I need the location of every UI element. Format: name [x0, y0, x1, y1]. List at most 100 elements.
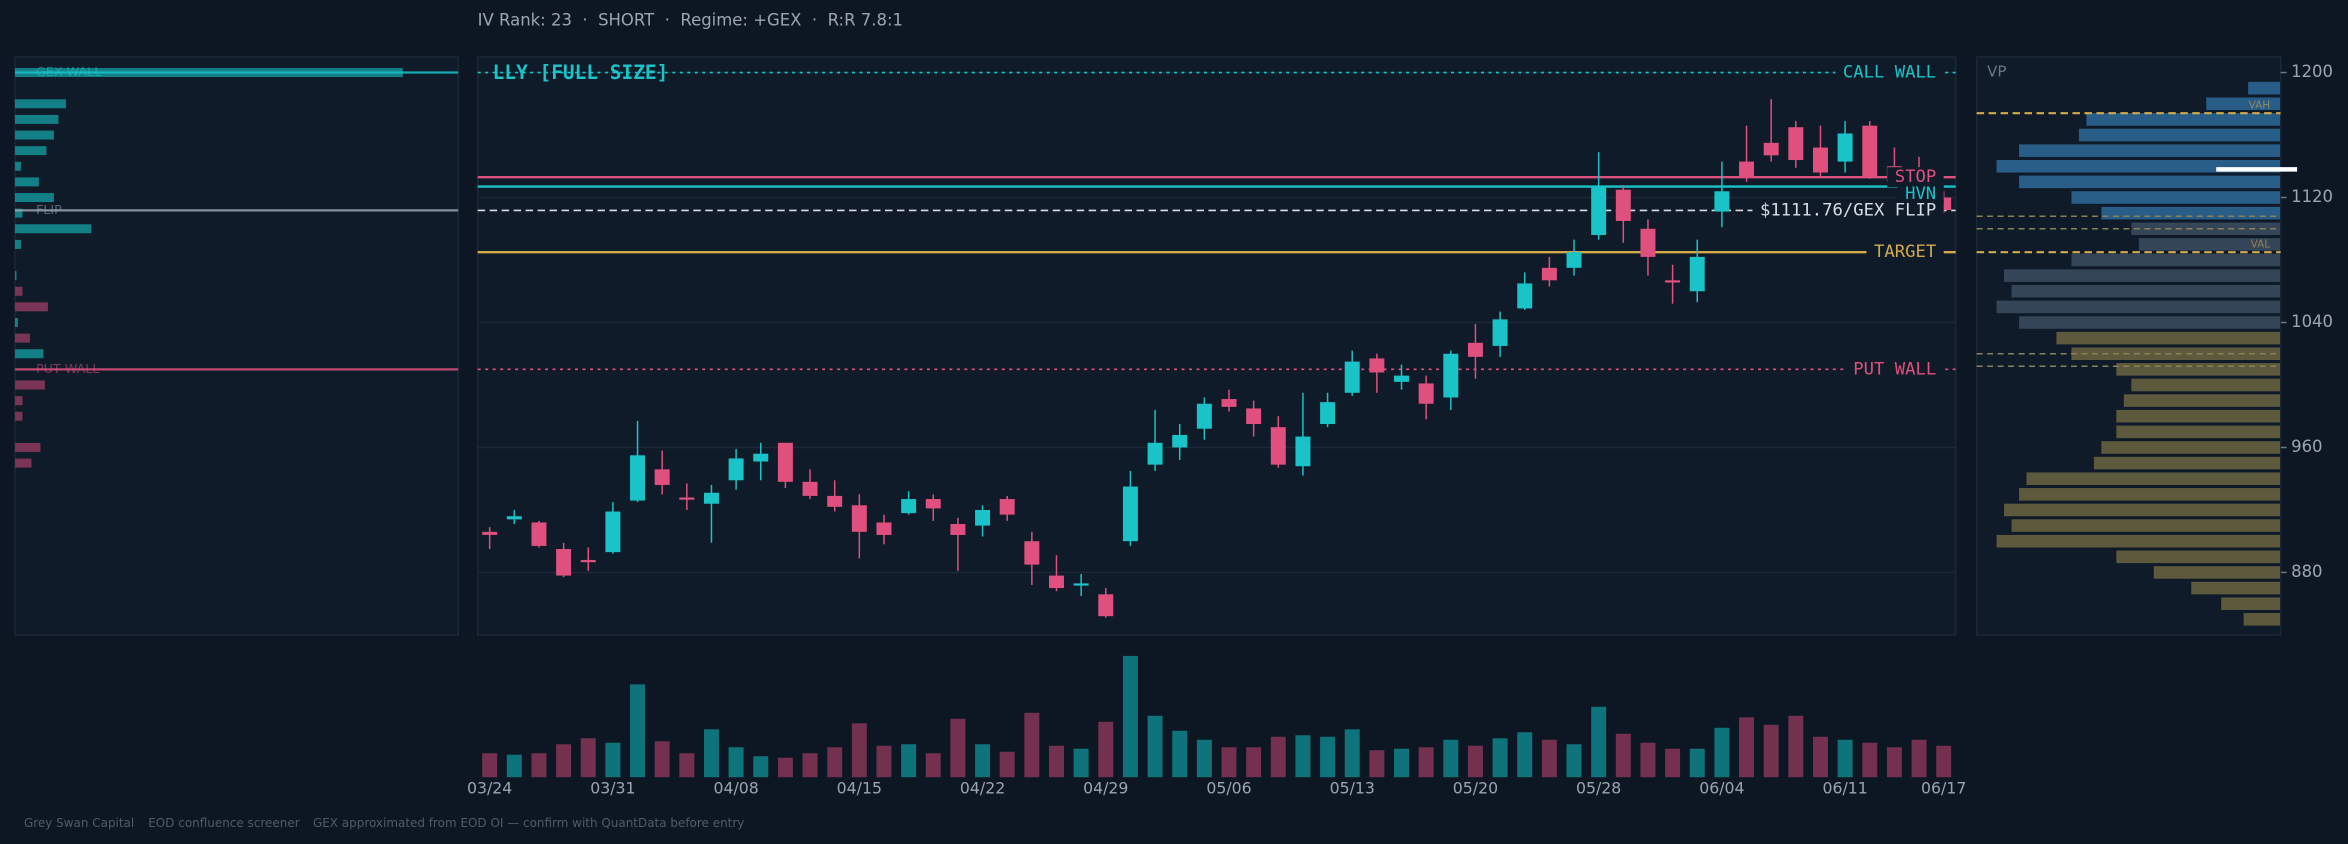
header-stats: IV Rank: 23 · SHORT · Regime: +GEX · R:R… [478, 10, 903, 29]
volume-bar [1862, 742, 1878, 778]
gex-bar [14, 458, 32, 468]
vp-bar [2220, 596, 2282, 611]
candle-body [1295, 436, 1311, 467]
volume-bar [1073, 748, 1089, 778]
volume-bar [556, 744, 572, 778]
candle-body [1073, 583, 1089, 586]
gex-bar [14, 271, 17, 281]
volume-bar [1221, 747, 1237, 778]
volume-bar [580, 738, 596, 778]
candle-body [1369, 358, 1385, 373]
volume-bar [1541, 739, 1557, 778]
volume-bar [975, 744, 991, 778]
gex-bar [14, 333, 30, 343]
gex-bar [14, 442, 41, 452]
candle-body [1788, 127, 1804, 161]
vp-bar [2130, 221, 2282, 236]
level-label-bg [1887, 167, 1944, 188]
vp-bar [1995, 159, 2282, 174]
volume-bar [851, 723, 867, 778]
volume-bar [901, 744, 917, 778]
x-tick-label: 06/04 [1699, 779, 1744, 798]
vp-bar [2190, 580, 2282, 596]
y-tick-label: 1200 [2291, 62, 2333, 81]
volume-bar [1320, 736, 1336, 778]
candle-body [876, 522, 892, 535]
volume-bar [728, 747, 744, 778]
volume-bar [876, 745, 892, 778]
volume-bar [1714, 727, 1730, 778]
volume-bar [1911, 739, 1927, 778]
volume-bar [827, 747, 843, 778]
level-label: PUT WALL [1853, 359, 1936, 379]
vp-bar [2018, 487, 2282, 502]
level-label-bg [1835, 62, 1944, 83]
candle-body [1492, 319, 1508, 346]
candle-body [1443, 353, 1459, 398]
candle-body [1714, 191, 1730, 212]
gex-bar [14, 177, 39, 187]
vp-bar [2130, 377, 2282, 393]
vp-bar [2100, 205, 2282, 221]
volume-bar [1049, 745, 1064, 778]
candle-body [1024, 541, 1040, 565]
vp-bar [2092, 455, 2282, 471]
candle-body [777, 442, 793, 482]
candle-body [1172, 434, 1188, 448]
y-tick-label: 960 [2291, 437, 2322, 456]
volume-bar [950, 718, 966, 778]
gex-bar [14, 396, 23, 406]
chart-title: LLY [FULL SIZE] [493, 61, 669, 84]
candle-body [851, 505, 867, 532]
candle-body [506, 516, 522, 520]
candle-body [1394, 375, 1409, 382]
x-tick-label: 03/24 [467, 779, 512, 798]
footer-screener: EOD confluence screener [148, 816, 299, 830]
level-label: $1111.76/GEX FLIP [1760, 200, 1936, 220]
volume-bar [1837, 739, 1853, 778]
candle-body [1344, 361, 1360, 393]
vp-level-label: VAL [2251, 239, 2271, 251]
volume-bar [1270, 736, 1286, 778]
candle-body [1862, 125, 1878, 178]
volume-bar [1369, 750, 1385, 778]
candle-body [1320, 402, 1336, 425]
gex-bar [14, 130, 54, 140]
candle-body [1665, 280, 1681, 283]
vp-bar [2010, 284, 2282, 299]
candle-body [1246, 408, 1262, 425]
y-tick-label: 1040 [2291, 312, 2333, 331]
x-tick-label: 05/13 [1330, 779, 1375, 798]
vp-title: VP [1987, 62, 2006, 80]
y-tick-label: 1120 [2291, 187, 2333, 206]
volume-bar [679, 753, 695, 778]
candle-body [1640, 228, 1656, 257]
candle-body [950, 524, 966, 535]
x-tick-label: 04/08 [713, 779, 758, 798]
vp-bar [2115, 549, 2282, 565]
volume-bar [1467, 745, 1483, 778]
volume-bar [1517, 732, 1533, 778]
vp-bar [2152, 565, 2282, 580]
candle-body [556, 549, 572, 576]
candle-body [1098, 594, 1114, 617]
volume-bar [1492, 738, 1508, 778]
gex-bar [14, 302, 48, 312]
x-tick-label: 05/28 [1576, 779, 1621, 798]
gex-bar [14, 318, 18, 327]
volume-bar [630, 684, 646, 778]
volume-bar [753, 756, 769, 778]
volume-bar [1812, 736, 1828, 778]
gex-bar [14, 114, 59, 124]
gex-bar [14, 380, 45, 390]
volume-bar [1591, 706, 1607, 778]
vp-bar [2018, 143, 2282, 158]
volume-bar [1936, 745, 1952, 778]
candle-body [1739, 161, 1755, 178]
x-tick-label: 05/06 [1206, 779, 1251, 798]
vp-bar [2070, 252, 2282, 268]
volume-bar [1788, 715, 1804, 778]
gex-bar [14, 286, 23, 296]
level-label-bg [1897, 184, 1944, 205]
